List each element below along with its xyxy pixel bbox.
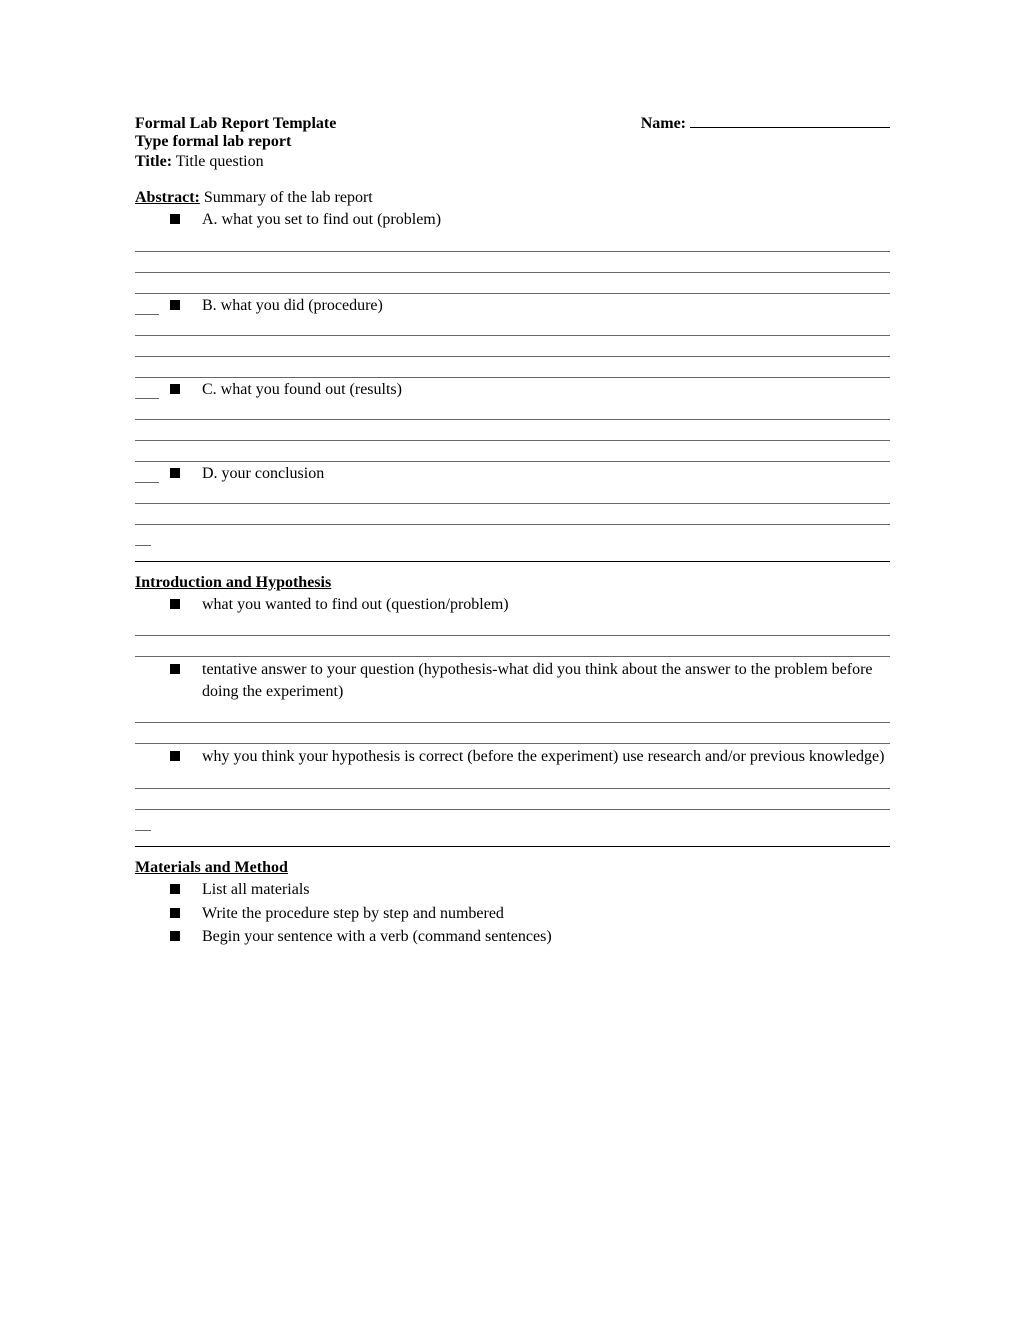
title-value: Title question — [176, 153, 264, 170]
square-bullet-icon — [170, 384, 180, 394]
blank-line[interactable] — [135, 702, 890, 723]
materials-item-verb-text: Begin your sentence with a verb (command… — [202, 926, 890, 948]
intro-item-question-text: what you wanted to find out (question/pr… — [202, 594, 890, 616]
name-blank-line[interactable] — [690, 127, 890, 128]
name-field: Name: — [641, 115, 890, 133]
materials-item-procedure: Write the procedure step by step and num… — [135, 903, 890, 925]
intro-item-hypothesis: tentative answer to your question (hypot… — [135, 659, 890, 702]
abstract-item-b-row: B. what you did (procedure) — [135, 294, 890, 315]
intro-heading: Introduction and Hypothesis — [135, 574, 890, 592]
abstract-item-d: D. your conclusion — [159, 463, 324, 485]
intro-item-hypothesis-text: tentative answer to your question (hypot… — [202, 659, 890, 702]
materials-heading: Materials and Method — [135, 859, 890, 877]
materials-item-verb: Begin your sentence with a verb (command… — [135, 926, 890, 948]
abstract-item-c-row: C. what you found out (results) — [135, 378, 890, 399]
lab-report-template: Formal Lab Report Template Name: Type fo… — [0, 0, 1020, 1320]
blank-line[interactable] — [135, 231, 890, 252]
intro-item-why: why you think your hypothesis is correct… — [135, 746, 890, 768]
blank-line[interactable] — [135, 483, 890, 504]
title-label: Title: — [135, 153, 172, 170]
abstract-item-b-text: B. what you did (procedure) — [202, 295, 383, 317]
square-bullet-icon — [170, 664, 180, 674]
abstract-item-b: B. what you did (procedure) — [159, 295, 383, 317]
blank-line[interactable] — [135, 336, 890, 357]
short-blank-line[interactable] — [135, 810, 151, 831]
abstract-item-c-text: C. what you found out (results) — [202, 379, 402, 401]
blank-line[interactable] — [135, 357, 890, 378]
short-blank-line[interactable] — [135, 462, 159, 483]
square-bullet-icon — [170, 300, 180, 310]
type-label: Type formal lab report — [135, 133, 890, 151]
blank-line[interactable] — [135, 252, 890, 273]
blank-line[interactable] — [135, 399, 890, 420]
abstract-heading-row: Abstract: Summary of the lab report — [135, 189, 890, 207]
square-bullet-icon — [170, 931, 180, 941]
abstract-item-a-text: A. what you set to find out (problem) — [202, 209, 890, 231]
blank-line[interactable] — [135, 615, 890, 636]
abstract-item-a: A. what you set to find out (problem) — [135, 209, 890, 231]
intro-item-question: what you wanted to find out (question/pr… — [135, 594, 890, 616]
materials-item-list-text: List all materials — [202, 879, 890, 901]
blank-line[interactable] — [135, 315, 890, 336]
blank-line[interactable] — [135, 441, 890, 462]
square-bullet-icon — [170, 908, 180, 918]
abstract-item-d-row: D. your conclusion — [135, 462, 890, 483]
template-title: Formal Lab Report Template — [135, 115, 336, 133]
blank-line[interactable] — [135, 768, 890, 789]
header-row: Formal Lab Report Template Name: — [135, 115, 890, 133]
title-row: Title: Title question — [135, 153, 890, 171]
blank-line[interactable] — [135, 636, 890, 657]
blank-line[interactable] — [135, 789, 890, 810]
short-blank-line[interactable] — [135, 294, 159, 315]
materials-item-procedure-text: Write the procedure step by step and num… — [202, 903, 890, 925]
materials-item-list: List all materials — [135, 879, 890, 901]
blank-line[interactable] — [135, 723, 890, 744]
name-label: Name: — [641, 115, 686, 132]
blank-line[interactable] — [135, 420, 890, 441]
square-bullet-icon — [170, 214, 180, 224]
abstract-item-d-text: D. your conclusion — [202, 463, 324, 485]
abstract-item-c: C. what you found out (results) — [159, 379, 402, 401]
square-bullet-icon — [170, 468, 180, 478]
intro-item-why-text: why you think your hypothesis is correct… — [202, 746, 890, 768]
blank-line[interactable] — [135, 273, 890, 294]
square-bullet-icon — [170, 599, 180, 609]
short-blank-line[interactable] — [135, 378, 159, 399]
square-bullet-icon — [170, 884, 180, 894]
short-blank-line[interactable] — [135, 525, 151, 546]
abstract-heading: Abstract: — [135, 189, 200, 206]
abstract-subtitle: Summary of the lab report — [204, 189, 373, 206]
blank-line[interactable] — [135, 504, 890, 525]
square-bullet-icon — [170, 751, 180, 761]
